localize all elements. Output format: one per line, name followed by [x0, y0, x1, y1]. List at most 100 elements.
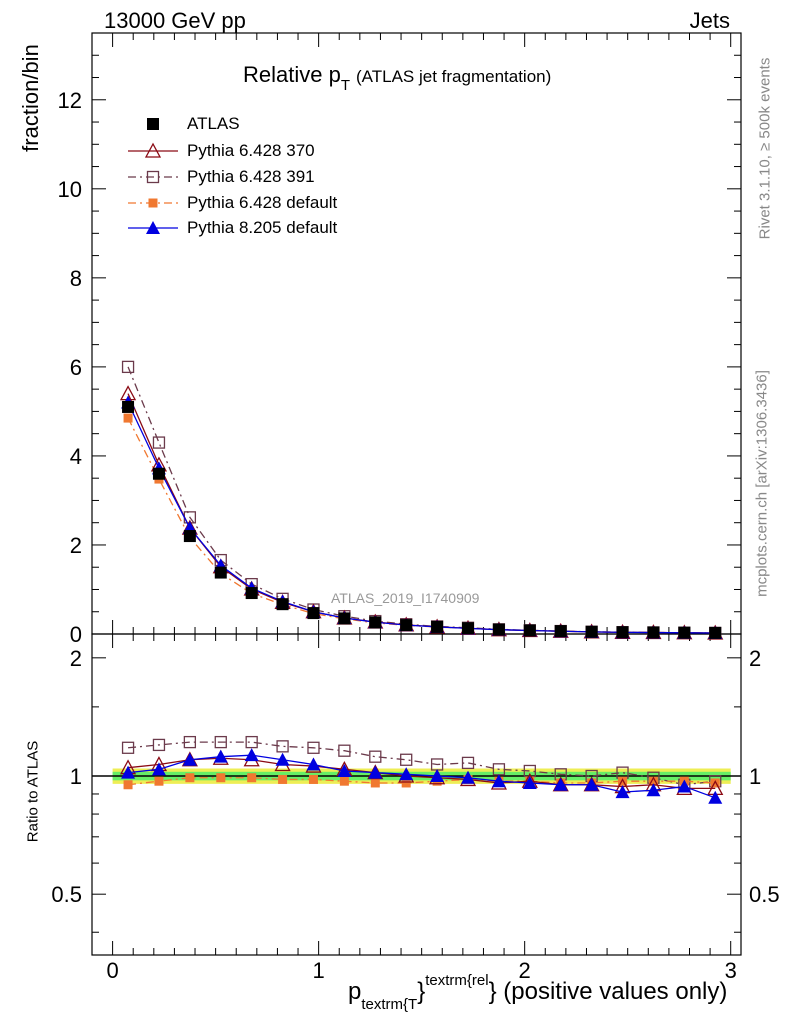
xlabel-sup: textrm{rel — [425, 972, 489, 989]
data-point-atlas — [523, 624, 536, 637]
data-point-atlas — [554, 625, 567, 638]
ratio-point-py8 — [522, 775, 537, 789]
ratio-plot-frame — [91, 633, 742, 956]
legend-label-atlas: ATLAS — [187, 114, 240, 133]
ratio-point-pydefault — [308, 774, 318, 784]
x-tick-label: 1 — [313, 958, 325, 983]
data-point-atlas — [678, 626, 691, 639]
xlabel-close: } — [488, 978, 497, 1005]
legend-label-pydefault: Pythia 6.428 default — [187, 193, 338, 212]
ratio-point-py8 — [491, 774, 506, 788]
data-point-atlas — [616, 626, 629, 639]
ratio-point-py8 — [244, 748, 259, 762]
ratio-axis-label: Ratio to ATLAS — [24, 740, 42, 843]
ratio-point-pydefault — [401, 778, 411, 788]
title-main: Relative p — [243, 62, 341, 87]
ratio-point-py391 — [245, 735, 258, 749]
data-point-atlas — [152, 467, 165, 480]
ratio-point-py8 — [461, 770, 476, 784]
title-paren: (ATLAS jet fragmentation) — [356, 67, 552, 86]
legend-label-py8: Pythia 8.205 default — [187, 218, 338, 237]
ratio-point-py8 — [306, 757, 321, 771]
data-point-atlas — [647, 626, 660, 639]
y-tick-label: 8 — [70, 266, 82, 291]
ratio-point-py8 — [430, 769, 445, 783]
legend-marker-atlas — [147, 118, 159, 130]
ratio-point-py8 — [677, 779, 692, 793]
data-point-py391 — [121, 360, 135, 374]
ratio-point-pydefault — [648, 776, 658, 786]
mcplots-label: mcplots.cern.ch [arXiv:1306.3436] — [753, 370, 771, 597]
legend-marker-py8 — [146, 221, 160, 234]
ratio-tick-label: 1 — [70, 764, 82, 789]
x-tick-label: 0 — [106, 958, 118, 983]
y-tick-label: 10 — [58, 177, 82, 202]
ratio-point-pydefault — [339, 776, 349, 786]
ratio-tick-label-right: 1 — [749, 764, 761, 789]
data-point-atlas — [585, 625, 598, 638]
y-tick-label: 4 — [70, 444, 82, 469]
data-point-atlas — [400, 619, 413, 632]
ratio-point-py8 — [182, 752, 197, 766]
ratio-point-pydefault — [370, 778, 380, 788]
ratio-point-py8 — [399, 767, 414, 781]
plot-title: Relative pT (ATLAS jet fragmentation) — [243, 62, 552, 94]
ratio-point-py391 — [121, 741, 135, 754]
xlabel-p: p — [348, 978, 362, 1005]
ratio-point-pydefault — [123, 780, 133, 790]
data-point-atlas — [276, 598, 289, 611]
ratio-point-py8 — [615, 785, 630, 799]
ratio-point-py8 — [368, 765, 383, 779]
legend-label-py370: Pythia 6.428 370 — [187, 141, 315, 160]
ratio-point-py8 — [121, 765, 136, 779]
ratio-line-py8 — [127, 754, 716, 799]
ratio-tick-label-right: 2 — [749, 646, 761, 671]
ratio-point-py8 — [275, 752, 290, 766]
ratio-point-py391 — [152, 738, 166, 752]
ratio-point-py8 — [337, 763, 352, 777]
ratio-point-py8 — [708, 790, 723, 804]
y-tick-label: 12 — [58, 88, 82, 113]
y-tick-label: 0 — [70, 622, 82, 647]
data-point-py391 — [152, 436, 166, 449]
ratio-point-py391 — [400, 753, 413, 766]
data-point-atlas — [122, 400, 135, 413]
ratio-point-py8 — [151, 762, 166, 776]
legend-marker-pydefault — [148, 198, 158, 208]
data-point-atlas — [338, 612, 351, 625]
data-point-atlas — [709, 626, 722, 639]
data-point-atlas — [492, 623, 505, 636]
rivet-version-label: Rivet 3.1.10, ≥ 500k events — [756, 57, 774, 240]
ratio-point-py8 — [213, 749, 228, 763]
ratio-point-pydefault — [185, 773, 195, 783]
xlabel-rest: (positive values only) — [496, 978, 728, 1005]
xlabel-brace: } — [417, 978, 426, 1005]
ratio-tick-label: 2 — [70, 646, 82, 671]
ratio-tick-label-right: 0.5 — [749, 882, 780, 907]
ratio-point-py8 — [584, 777, 599, 791]
xlabel-sub: textrm{T — [361, 996, 418, 1013]
y-tick-label: 2 — [70, 533, 82, 558]
legend-marker-py391 — [146, 170, 160, 184]
y-axis-label: fraction/bin — [18, 44, 43, 152]
data-point-atlas — [307, 607, 320, 620]
ratio-point-py391 — [461, 756, 475, 770]
data-point-atlas — [462, 622, 475, 635]
ratio-point-py391 — [183, 735, 197, 749]
ratio-point-py391 — [369, 750, 382, 763]
legend-label-py391: Pythia 6.428 391 — [187, 167, 315, 186]
ratio-point-py8 — [646, 783, 661, 797]
header-energy: 13000 GeV pp — [104, 8, 246, 33]
x-axis-label: ptextrm{T}textrm{rel} (positive values o… — [348, 972, 728, 1013]
data-point-atlas — [183, 530, 196, 543]
title-sub: T — [340, 77, 351, 94]
ratio-point-pydefault — [247, 773, 257, 783]
ratio-point-py391 — [338, 744, 351, 757]
data-point-atlas — [431, 620, 444, 633]
legend-marker-py370 — [144, 142, 162, 158]
ratio-point-pydefault — [710, 778, 720, 788]
ratio-line-pydefault — [127, 777, 716, 786]
ratio-point-pydefault — [216, 773, 226, 783]
ratio-tick-label: 0.5 — [51, 882, 82, 907]
